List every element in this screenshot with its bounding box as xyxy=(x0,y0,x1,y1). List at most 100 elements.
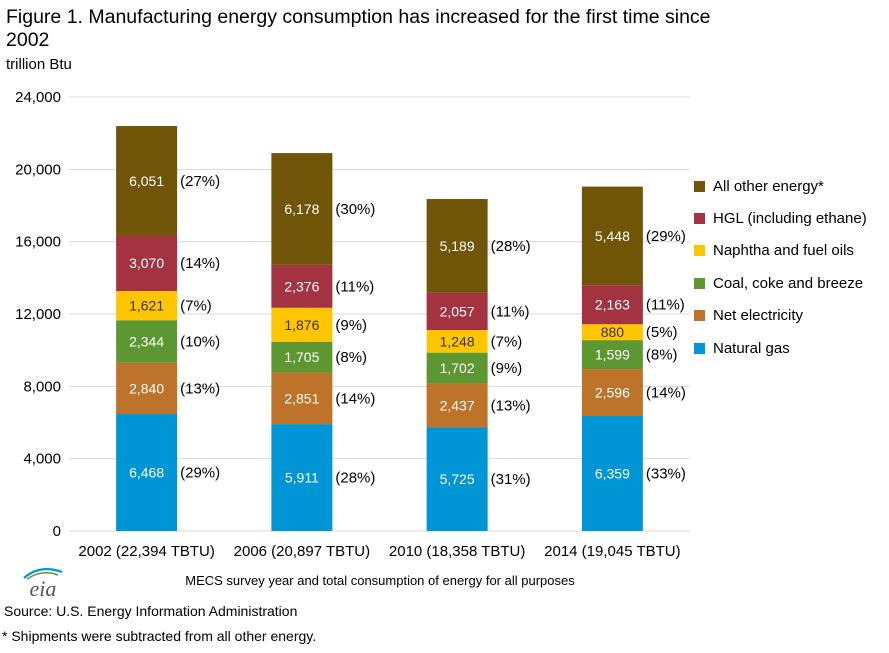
share-label: (5%) xyxy=(646,324,678,341)
data-label: 1,876 xyxy=(284,317,319,333)
bar-segment xyxy=(426,292,488,331)
share-label: (13%) xyxy=(180,380,220,397)
y-tick-label: 8,000 xyxy=(23,378,61,395)
data-label: 2,057 xyxy=(440,303,475,319)
share-label: (28%) xyxy=(491,238,531,255)
bar-segment xyxy=(116,290,178,321)
legend-label: Coal, coke and breeze xyxy=(713,274,864,292)
data-label: 6,359 xyxy=(595,466,630,482)
data-label: 2,437 xyxy=(440,397,475,413)
y-tick-label: 16,000 xyxy=(15,234,61,251)
legend-label: Naphtha and fuel oils xyxy=(713,242,854,260)
share-label: (27%) xyxy=(180,173,220,190)
y-tick-label: 12,000 xyxy=(15,306,61,323)
x-tick-label: 2010 (18,358 TBTU) xyxy=(389,543,525,560)
data-label: 5,189 xyxy=(440,238,475,254)
share-label: (8%) xyxy=(335,349,367,366)
data-label: 2,851 xyxy=(284,390,319,406)
bar-segment xyxy=(581,369,643,417)
bar-segment xyxy=(581,186,643,286)
x-tick-label: 2002 (22,394 TBTU) xyxy=(78,543,214,560)
bar-segment xyxy=(271,153,333,265)
legend-swatch xyxy=(694,180,705,192)
share-label: (14%) xyxy=(180,255,220,272)
legend-swatch xyxy=(694,277,705,289)
share-label: (14%) xyxy=(335,390,375,407)
bar-stack: 6,359 (33%) 2,596 (14%) 1,599 (8%) 880 (5%) 2,16… xyxy=(581,186,686,531)
bar-segment xyxy=(426,199,488,293)
share-label: (11%) xyxy=(491,303,530,320)
data-label: 2,596 xyxy=(595,385,630,401)
legend-item: Net electricity xyxy=(694,300,867,332)
share-label: (9%) xyxy=(335,317,367,334)
bar-segment xyxy=(426,427,488,531)
bar-segment xyxy=(581,416,643,531)
legend: All other energy* HGL (including ethane) N… xyxy=(694,170,867,364)
bar-segment xyxy=(116,414,178,531)
share-label: (29%) xyxy=(180,465,220,482)
legend-item: HGL (including ethane) xyxy=(694,202,867,234)
share-label: (28%) xyxy=(335,470,375,487)
share-label: (7%) xyxy=(180,298,212,315)
data-label: 1,702 xyxy=(440,360,475,376)
bar-segment xyxy=(116,362,178,415)
share-label: (10%) xyxy=(180,333,220,350)
data-label: 3,070 xyxy=(129,255,164,271)
share-label: (13%) xyxy=(491,397,531,414)
y-tick-label: 0 xyxy=(53,523,61,540)
data-label: 1,248 xyxy=(440,333,475,349)
data-label: 6,468 xyxy=(129,465,164,481)
bar-segment xyxy=(426,330,488,353)
data-label: 6,051 xyxy=(129,173,164,189)
data-label: 1,621 xyxy=(129,298,164,314)
legend-label: Net electricity xyxy=(713,307,804,325)
data-label: 2,163 xyxy=(595,297,630,313)
bar-stack: 5,911 (28%) 2,851 (14%) 1,705 (8%) 1,876 (9%) 2,… xyxy=(271,153,375,531)
legend-label: All other energy* xyxy=(713,177,824,195)
bar-segment xyxy=(426,352,488,384)
data-label: 5,911 xyxy=(285,470,319,486)
svg-text:eia: eia xyxy=(30,576,57,600)
legend-item: Naphtha and fuel oils xyxy=(694,235,867,267)
share-label: (14%) xyxy=(646,385,686,402)
y-tick-label: 4,000 xyxy=(23,451,61,468)
data-label: 2,840 xyxy=(129,380,164,396)
legend-item: Coal, coke and breeze xyxy=(694,267,867,299)
bar-segment xyxy=(271,264,333,308)
legend-label: HGL (including ethane) xyxy=(713,210,867,228)
bar-segment xyxy=(581,340,643,370)
data-label: 2,376 xyxy=(284,278,319,294)
data-label: 1,705 xyxy=(284,349,319,365)
share-label: (33%) xyxy=(646,466,686,483)
x-tick-label: 2014 (19,045 TBTU) xyxy=(544,543,680,560)
bar-segment xyxy=(116,235,178,291)
bar-segment xyxy=(116,320,178,363)
bar-segment xyxy=(271,372,333,425)
legend-swatch xyxy=(694,342,705,354)
share-label: (29%) xyxy=(646,228,686,245)
data-label: 5,725 xyxy=(440,471,475,487)
bar-segment xyxy=(581,324,643,341)
share-label: (11%) xyxy=(335,278,374,295)
data-label: 880 xyxy=(601,324,625,340)
bar-segment xyxy=(426,383,488,428)
share-label: (8%) xyxy=(646,347,678,364)
y-tick-label: 20,000 xyxy=(15,161,61,178)
bar-stack: 5,725 (31%) 2,437 (13%) 1,702 (9%) 1,248 (7%) 2,… xyxy=(426,199,531,531)
bar-segment xyxy=(581,285,643,325)
share-label: (9%) xyxy=(491,360,523,377)
legend-item: Natural gas xyxy=(694,332,867,364)
legend-swatch xyxy=(694,245,705,257)
bar-segment xyxy=(271,341,333,373)
data-label: 2,344 xyxy=(129,333,164,349)
bar-segment xyxy=(271,307,333,342)
data-label: 1,599 xyxy=(595,347,630,363)
legend-item: All other energy* xyxy=(694,170,867,202)
legend-swatch xyxy=(694,310,705,322)
data-label: 6,178 xyxy=(284,201,319,217)
footnote: * Shipments were subtracted from all oth… xyxy=(2,628,317,644)
legend-swatch xyxy=(694,213,705,225)
eia-logo: eia xyxy=(23,567,63,600)
y-axis-unit-label: trillion Btu xyxy=(6,56,72,73)
legend-label: Natural gas xyxy=(713,339,790,357)
